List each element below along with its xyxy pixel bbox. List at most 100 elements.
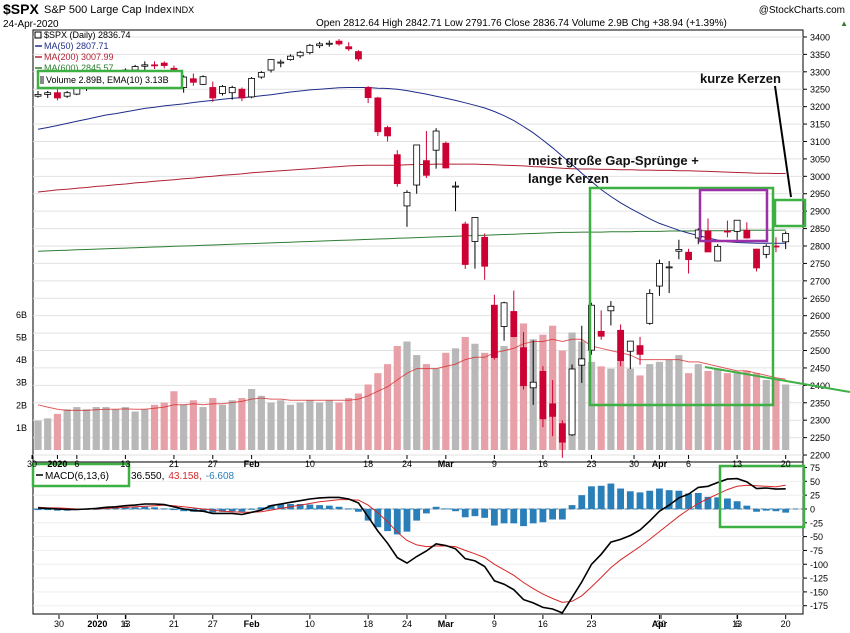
candle-up xyxy=(646,292,654,324)
macd-histogram-bar xyxy=(219,508,226,512)
date-tick-label: 13 xyxy=(120,459,130,469)
date-tick-label: 21 xyxy=(169,619,179,629)
volume-trend-pointer xyxy=(704,366,850,393)
volume-bar xyxy=(597,366,605,450)
macd-histogram-bar xyxy=(345,508,353,510)
volume-bar xyxy=(44,418,52,450)
macd-histogram-bar xyxy=(374,508,382,528)
candle-down xyxy=(422,160,430,176)
macd-histogram-bar xyxy=(257,507,265,509)
volume-tick-label: 1B xyxy=(16,423,27,433)
volume-ema-line xyxy=(37,338,786,411)
volume-bar xyxy=(92,407,100,450)
candle-down xyxy=(364,87,372,98)
macd-value: 36.550, xyxy=(131,471,164,482)
macd-histogram-bar xyxy=(44,508,52,511)
macd-legend-values: 36.550, 43.158, -6.608 xyxy=(131,471,235,482)
volume-bar xyxy=(209,398,217,450)
volume-bar xyxy=(141,409,149,450)
volume-bar xyxy=(733,373,741,450)
price-tick-label: 2250 xyxy=(810,433,830,443)
ma200-line xyxy=(37,163,786,193)
macd-histogram-bar xyxy=(131,507,139,509)
volume-bar xyxy=(383,364,392,450)
volume-bar xyxy=(277,400,285,450)
volume-axis: 1B 2B 3B 4B 5B 6B xyxy=(16,310,27,433)
candle-up xyxy=(626,340,634,352)
candle-down xyxy=(510,311,518,337)
price-tick-label: 3150 xyxy=(810,120,830,130)
date-tick-label: 30 xyxy=(27,459,37,469)
price-tick-label: 2600 xyxy=(810,311,830,321)
volume-bar xyxy=(160,402,168,450)
date-tick-label: 6 xyxy=(686,459,691,469)
date-tick-label: Mar xyxy=(438,459,455,469)
copyright: @StockCharts.com xyxy=(759,5,845,16)
date-tick-label: 6 xyxy=(735,619,740,629)
volume-bar xyxy=(228,400,236,450)
macd-histogram-bar xyxy=(316,505,323,509)
volume-bar xyxy=(218,404,227,450)
volume-bar xyxy=(743,370,751,450)
macd-histogram-bar xyxy=(549,508,557,520)
candle-down xyxy=(355,51,362,60)
date-tick-label: 9 xyxy=(492,619,497,629)
price-axis: 2200225023002350240024502500255026002650… xyxy=(803,32,830,461)
candle-down xyxy=(539,371,547,420)
date-tick-label: 23 xyxy=(586,619,596,629)
price-tick-label: 2900 xyxy=(810,207,830,217)
candle-up xyxy=(452,185,459,188)
macd-histogram-bar xyxy=(588,486,595,509)
macd-histogram-bar xyxy=(743,505,751,509)
ohlc-up-arrow-icon: ▲ xyxy=(840,19,848,28)
macd-histogram-bar xyxy=(248,508,256,510)
date-tick-label: 20 xyxy=(781,459,791,469)
macd-histogram-bar xyxy=(413,508,421,521)
macd-histogram-bar xyxy=(238,508,246,512)
price-tick-label: 2950 xyxy=(810,189,830,199)
macd-histogram-bar xyxy=(762,508,770,511)
candle-up xyxy=(131,66,139,71)
candle-down xyxy=(209,87,217,99)
date-tick-label: 13 xyxy=(120,619,130,629)
macd-tick-label: -150 xyxy=(810,587,828,597)
candle-up xyxy=(578,358,586,366)
date-tick-label: 16 xyxy=(538,619,548,629)
index-exchange: INDX xyxy=(173,5,195,15)
candle-up xyxy=(665,266,673,269)
volume-bar xyxy=(248,388,256,450)
volume-bar xyxy=(364,384,372,450)
volume-bar xyxy=(335,402,343,450)
macd-histogram-bar xyxy=(471,508,479,517)
volume-bar xyxy=(63,409,71,450)
macd-histogram-bar xyxy=(675,490,683,509)
candle-down xyxy=(160,62,168,66)
macd-tick-label: -75 xyxy=(810,546,823,556)
volume-tick-label: 2B xyxy=(16,400,27,410)
candle-up xyxy=(656,263,663,287)
volume-bar xyxy=(510,337,518,450)
date-tick-label: Mar xyxy=(438,619,455,629)
candle-up xyxy=(277,61,285,64)
macd-line xyxy=(37,477,786,614)
macd-histogram-bar xyxy=(490,508,498,526)
candle-up xyxy=(248,78,256,98)
candle-up xyxy=(257,72,265,78)
date-tick-label: 30 xyxy=(656,619,666,629)
candlesticks xyxy=(34,39,790,458)
volume-bar xyxy=(393,346,401,450)
date-tick-label: 10 xyxy=(305,459,315,469)
macd-histogram-bar xyxy=(432,506,440,509)
volume-bar xyxy=(170,391,178,450)
volume-bar xyxy=(413,355,421,450)
macd-histogram-bar xyxy=(782,508,790,513)
price-tick-label: 2850 xyxy=(810,224,830,234)
date-tick-label: Apr xyxy=(652,459,668,469)
volume-bar xyxy=(626,368,634,450)
candle-down xyxy=(597,330,605,337)
candle-down xyxy=(54,92,61,99)
candle-up xyxy=(306,44,314,54)
macd-histogram-bar xyxy=(364,508,372,521)
macd-histogram-bar xyxy=(539,508,547,523)
